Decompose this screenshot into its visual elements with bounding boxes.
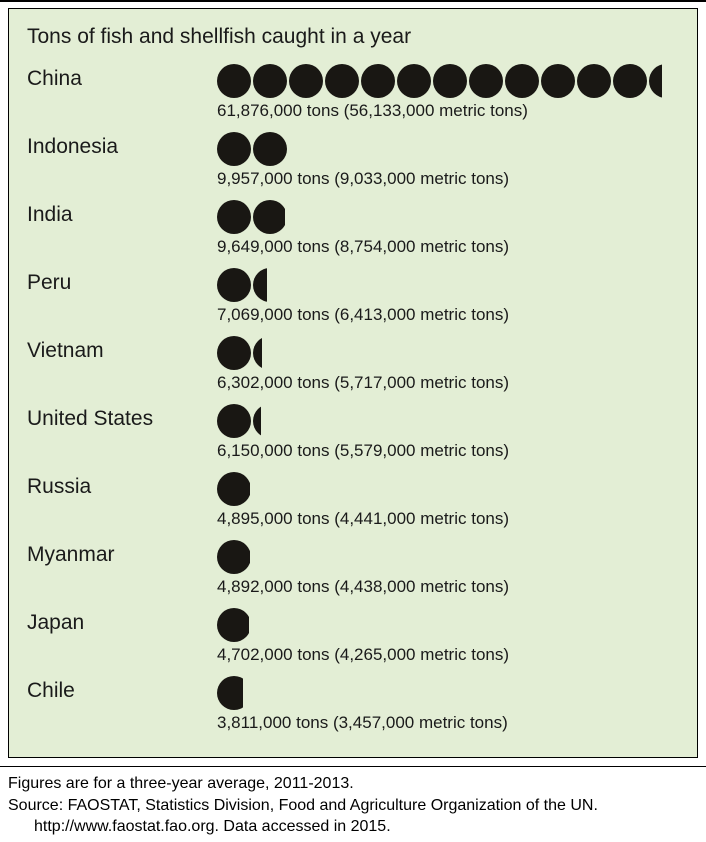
- country-label: United States: [27, 403, 217, 431]
- country-label: Chile: [27, 675, 217, 703]
- chart-footer: Figures are for a three-year average, 20…: [0, 767, 706, 842]
- dot-row: [217, 199, 679, 235]
- chart-row: Russia4,895,000 tons (4,441,000 metric t…: [27, 471, 679, 529]
- country-label: Japan: [27, 607, 217, 635]
- country-label: China: [27, 63, 217, 91]
- dot-row: [217, 403, 679, 439]
- dot-row: [217, 607, 679, 643]
- dot-partial-icon: [253, 268, 267, 302]
- row-right: 7,069,000 tons (6,413,000 metric tons): [217, 267, 679, 325]
- country-label: Peru: [27, 267, 217, 295]
- row-value: 6,150,000 tons (5,579,000 metric tons): [217, 441, 679, 461]
- row-right: 4,702,000 tons (4,265,000 metric tons): [217, 607, 679, 665]
- chart-row: Indonesia9,957,000 tons (9,033,000 metri…: [27, 131, 679, 189]
- dot-partial-icon: [217, 472, 250, 506]
- chart-row: Chile3,811,000 tons (3,457,000 metric to…: [27, 675, 679, 733]
- dot-partial-icon: [253, 336, 262, 370]
- dot-icon: [325, 64, 359, 98]
- country-label: Russia: [27, 471, 217, 499]
- dot-row: [217, 675, 679, 711]
- row-right: 6,302,000 tons (5,717,000 metric tons): [217, 335, 679, 393]
- row-value: 4,895,000 tons (4,441,000 metric tons): [217, 509, 679, 529]
- row-value: 61,876,000 tons (56,133,000 metric tons): [217, 101, 679, 121]
- row-right: 3,811,000 tons (3,457,000 metric tons): [217, 675, 679, 733]
- chart-row: Vietnam6,302,000 tons (5,717,000 metric …: [27, 335, 679, 393]
- row-value: 4,702,000 tons (4,265,000 metric tons): [217, 645, 679, 665]
- dot-icon: [433, 64, 467, 98]
- dot-icon: [217, 404, 251, 438]
- chart-row: China61,876,000 tons (56,133,000 metric …: [27, 63, 679, 121]
- dot-row: [217, 63, 679, 99]
- dot-icon: [577, 64, 611, 98]
- dot-icon: [217, 200, 251, 234]
- row-right: 4,892,000 tons (4,438,000 metric tons): [217, 539, 679, 597]
- dot-icon: [289, 64, 323, 98]
- dot-row: [217, 131, 679, 167]
- country-label: Myanmar: [27, 539, 217, 567]
- footer-line-1: Figures are for a three-year average, 20…: [8, 773, 698, 795]
- row-value: 9,957,000 tons (9,033,000 metric tons): [217, 169, 679, 189]
- chart-row: United States6,150,000 tons (5,579,000 m…: [27, 403, 679, 461]
- dot-partial-icon: [253, 200, 285, 234]
- row-value: 4,892,000 tons (4,438,000 metric tons): [217, 577, 679, 597]
- chart-row: Myanmar4,892,000 tons (4,438,000 metric …: [27, 539, 679, 597]
- country-label: India: [27, 199, 217, 227]
- row-value: 3,811,000 tons (3,457,000 metric tons): [217, 713, 679, 733]
- dot-icon: [469, 64, 503, 98]
- dot-row: [217, 539, 679, 575]
- dot-icon: [217, 132, 251, 166]
- dot-icon: [253, 132, 287, 166]
- dot-row: [217, 267, 679, 303]
- chart-outer-frame: Tons of fish and shellfish caught in a y…: [0, 0, 706, 767]
- dot-partial-icon: [217, 540, 250, 574]
- country-label: Indonesia: [27, 131, 217, 159]
- row-value: 9,649,000 tons (8,754,000 metric tons): [217, 237, 679, 257]
- row-right: 9,649,000 tons (8,754,000 metric tons): [217, 199, 679, 257]
- row-right: 61,876,000 tons (56,133,000 metric tons): [217, 63, 679, 121]
- country-label: Vietnam: [27, 335, 217, 363]
- dot-row: [217, 335, 679, 371]
- chart-panel: Tons of fish and shellfish caught in a y…: [8, 8, 698, 758]
- dot-icon: [505, 64, 539, 98]
- row-right: 9,957,000 tons (9,033,000 metric tons): [217, 131, 679, 189]
- chart-row: Japan4,702,000 tons (4,265,000 metric to…: [27, 607, 679, 665]
- chart-rows-container: China61,876,000 tons (56,133,000 metric …: [27, 63, 679, 733]
- row-right: 4,895,000 tons (4,441,000 metric tons): [217, 471, 679, 529]
- chart-row: Peru7,069,000 tons (6,413,000 metric ton…: [27, 267, 679, 325]
- chart-title: Tons of fish and shellfish caught in a y…: [27, 25, 679, 49]
- dot-icon: [613, 64, 647, 98]
- dot-icon: [217, 336, 251, 370]
- row-right: 6,150,000 tons (5,579,000 metric tons): [217, 403, 679, 461]
- dot-row: [217, 471, 679, 507]
- chart-row: India9,649,000 tons (8,754,000 metric to…: [27, 199, 679, 257]
- dot-icon: [217, 268, 251, 302]
- dot-icon: [361, 64, 395, 98]
- dot-icon: [541, 64, 575, 98]
- dot-partial-icon: [649, 64, 662, 98]
- dot-partial-icon: [217, 676, 243, 710]
- dot-partial-icon: [217, 608, 249, 642]
- dot-icon: [397, 64, 431, 98]
- dot-icon: [217, 64, 251, 98]
- footer-line-3: http://www.faostat.fao.org. Data accesse…: [8, 816, 698, 838]
- footer-line-2: Source: FAOSTAT, Statistics Division, Fo…: [8, 795, 698, 817]
- row-value: 6,302,000 tons (5,717,000 metric tons): [217, 373, 679, 393]
- dot-icon: [253, 64, 287, 98]
- dot-partial-icon: [253, 404, 261, 438]
- row-value: 7,069,000 tons (6,413,000 metric tons): [217, 305, 679, 325]
